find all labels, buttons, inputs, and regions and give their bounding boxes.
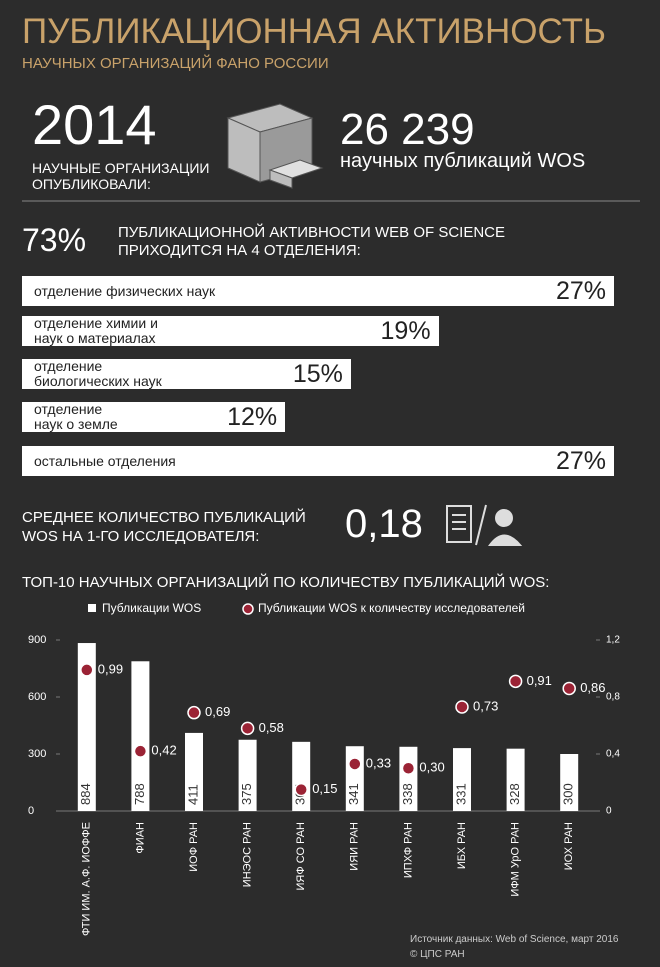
point [508,674,523,689]
bar: отделение химии и наук о материалах 19% [22,316,439,346]
bar: отделение физических наук 27% [22,276,614,306]
point [401,761,416,775]
value-label: 0,33 [366,755,391,770]
subtitle: НАУЧНЫХ ОРГАНИЗАЦИЙ ФАНО РОССИИ [22,55,329,72]
point [294,782,308,797]
value-label: 19% [380,317,431,345]
value-label: 328 [507,783,522,805]
value-label: 300 [561,783,576,805]
value-label: 0,30 [419,760,444,775]
x-tick-label: ИБХ РАН [456,822,468,869]
bar [77,643,96,811]
value-label: 788 [132,783,147,805]
year: 2014 [32,93,157,156]
y2-tick-label: 0,8 [606,692,620,703]
point [133,744,148,758]
bar [506,748,525,811]
x-tick-label: ИЯФ СО РАН [295,822,307,891]
building-icon [226,103,324,189]
value-label: 331 [453,783,468,805]
legend-label: Публикации WOS [102,601,201,615]
bar [131,661,150,811]
y-tick-label: 0 [28,805,34,817]
count-label: научных публикаций WOS [340,150,586,172]
point [455,700,469,714]
x-tick-label: ИНЭОС РАН [242,822,254,887]
x-tick-label: ИЯИ РАН [349,822,361,871]
y-tick-label: 300 [28,748,46,760]
value-label: 0,91 [527,673,552,688]
value-label: 0,99 [98,661,123,676]
value-label: 375 [239,783,254,805]
y2-tick-label: 0 [606,806,612,817]
share-text: ПУБЛИКАЦИОННОЙ АКТИВНОСТИ WEB OF SCIENCE… [118,224,505,259]
y2-tick-label: 0,4 [606,749,620,760]
bar-label: отделение химии и наук о материалах [34,315,158,346]
bar: отделение биологических наук 15% [22,359,351,389]
value-label: 0,42 [151,743,176,758]
value-label: 411 [185,784,200,805]
bar [185,732,203,811]
point [348,757,362,771]
share: 73% [22,222,87,258]
value-label: 0,58 [259,720,284,735]
x-tick-label: ИОХ РАН [563,822,575,870]
legend-swatch [88,604,96,612]
point [80,663,94,677]
point [562,681,576,696]
value-label: 884 [78,783,93,805]
value-label: 27% [555,277,606,305]
source: Источник данных: Web of Science, март 20… [410,934,619,945]
bar-label: отделение биологических наук [34,358,162,389]
y-tick-label: 600 [28,691,46,703]
point [187,705,201,720]
value-label: 0,15 [312,781,337,796]
bar-label: остальные отделения [34,452,176,469]
chart-title: ТОП-10 НАУЧНЫХ ОРГАНИЗАЦИЙ ПО КОЛИЧЕСТВУ… [22,573,549,591]
value-label: 0,69 [205,704,230,719]
bar-label: отделение физических наук [34,282,216,299]
bar [399,746,418,811]
copyright: © ЦПС РАН [410,949,465,960]
y2-tick-label: 1,2 [606,635,620,646]
point [240,721,255,736]
title: ПУБЛИКАЦИОННАЯ АКТИВНОСТЬ [22,12,606,51]
value-label: 27% [555,447,606,475]
x-tick-label: ФТИ ИМ. А.Ф. ИОФФЕ [81,822,93,936]
x-tick-label: ФИАН [134,822,146,854]
count: 26 239 [340,105,475,154]
bar: остальные отделения 27% [22,446,614,476]
y-tick-label: 900 [28,634,46,646]
legend-label: Публикации WOS к количеству исследовател… [258,601,525,615]
value-label: 0,86 [580,680,605,695]
value-label: 15% [292,360,343,388]
bar [453,748,471,811]
value-label: 338 [400,783,415,805]
legend-swatch [242,603,254,615]
average-text: СРЕДНЕЕ КОЛИЧЕСТВО ПУБЛИКАЦИЙ WOS НА 1-Г… [22,509,306,545]
bar [560,754,579,811]
caption: НАУЧНЫЕ ОРГАНИЗАЦИИ ОПУБЛИКОВАЛИ: [32,160,210,192]
bar-label: отделение наук о земле [34,401,118,432]
value-label: 12% [227,403,278,431]
x-tick-label: ИПХФ РАН [402,822,414,878]
value-label: 341 [346,783,361,805]
average: 0,18 [345,502,423,546]
bar [238,739,257,811]
x-tick-label: ИФМ УрО РАН [510,822,522,897]
x-tick-label: ИОФ РАН [188,822,200,872]
bar: отделение наук о земле 12% [22,401,286,432]
researcher-icon [446,504,523,546]
value-label: 0,73 [473,698,498,713]
